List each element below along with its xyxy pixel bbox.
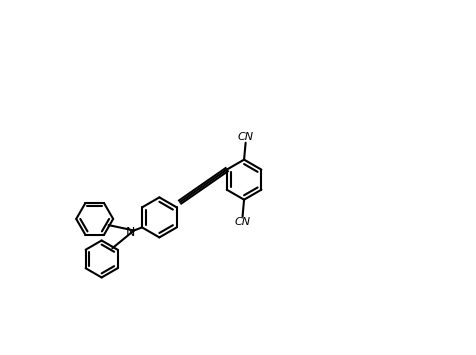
- Text: CN: CN: [234, 217, 250, 227]
- Text: N: N: [125, 225, 135, 239]
- Text: CN: CN: [237, 132, 253, 142]
